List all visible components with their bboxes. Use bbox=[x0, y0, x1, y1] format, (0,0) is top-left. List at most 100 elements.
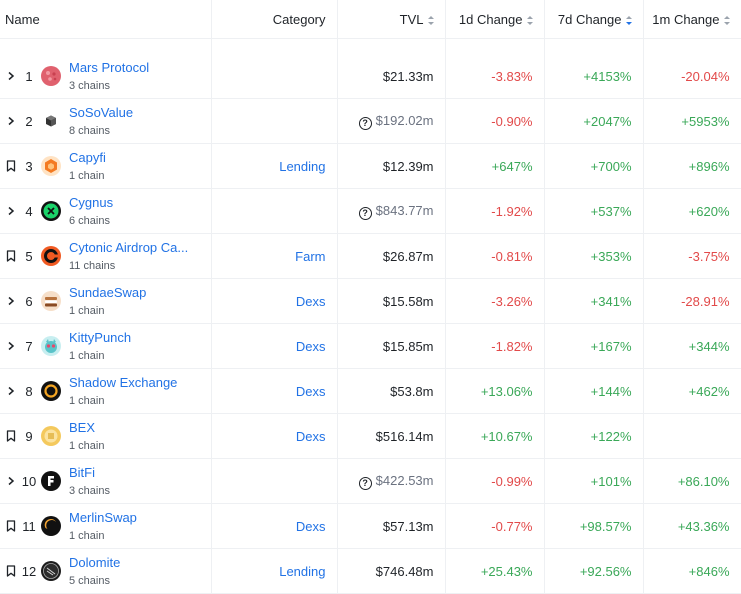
chains-count[interactable]: 6 chains bbox=[69, 214, 110, 227]
expand-chevron-icon[interactable] bbox=[5, 384, 17, 398]
chains-count[interactable]: 8 chains bbox=[69, 124, 110, 137]
question-icon[interactable]: ? bbox=[358, 206, 372, 220]
chains-count[interactable]: 1 chain bbox=[69, 169, 105, 182]
category-link[interactable]: Lending bbox=[279, 563, 326, 579]
change-1d-value: +10.67% bbox=[480, 428, 533, 444]
chains-count[interactable]: 11 chains bbox=[69, 259, 116, 272]
category-link[interactable]: Farm bbox=[295, 248, 326, 264]
bookmark-icon[interactable] bbox=[5, 159, 17, 173]
protocol-name-link[interactable]: MerlinSwap bbox=[69, 509, 137, 525]
name-cell: 4 Cygnus 6 chains bbox=[0, 188, 212, 234]
change-1m-cell: +344% bbox=[643, 323, 741, 369]
category-link[interactable]: Dexs bbox=[295, 293, 326, 309]
protocol-name-link[interactable]: SoSoValue bbox=[69, 104, 134, 120]
table-row[interactable]: 8 Shadow Exchange 1 chain Dexs $53.8m +13.06%… bbox=[0, 368, 741, 414]
protocol-name-link[interactable]: KittyPunch bbox=[69, 329, 132, 345]
category-cell: Lending bbox=[211, 143, 338, 189]
table-row[interactable]: 12 Dolomite 5 chains Lending $746.48m +25.43%… bbox=[0, 548, 741, 594]
category-cell bbox=[211, 54, 338, 99]
protocol-name-link[interactable]: Cytonic Airdrop Ca... bbox=[69, 239, 189, 255]
tvl-cell: $15.85m bbox=[337, 323, 446, 369]
tvl-cell: $12.39m bbox=[337, 143, 446, 189]
expand-chevron-icon[interactable] bbox=[5, 339, 17, 353]
chains-count[interactable]: 1 chain bbox=[69, 394, 105, 407]
change-1d-value: +25.43% bbox=[480, 563, 533, 579]
expand-chevron-icon[interactable] bbox=[5, 69, 17, 83]
sort-icon[interactable] bbox=[526, 15, 533, 25]
protocol-name-link[interactable]: Capyfi bbox=[69, 149, 106, 165]
change-1d-cell: +10.67% bbox=[445, 413, 545, 459]
column-header-1d-change[interactable]: 1d Change bbox=[445, 0, 545, 39]
protocol-name-link[interactable]: Dolomite bbox=[69, 554, 121, 570]
change-1d-cell: -3.26% bbox=[445, 278, 545, 324]
column-header-1m-change[interactable]: 1m Change bbox=[643, 0, 741, 39]
sort-descending-icon[interactable] bbox=[625, 15, 632, 25]
change-1m-value: +86.10% bbox=[677, 473, 730, 489]
expand-chevron-icon[interactable] bbox=[5, 474, 17, 488]
tvl-value: $422.53m bbox=[375, 472, 434, 488]
chains-count[interactable]: 3 chains bbox=[69, 79, 110, 92]
question-icon[interactable]: ? bbox=[358, 476, 372, 490]
change-1m-value: -28.91% bbox=[681, 293, 730, 309]
column-header-category[interactable]: Category bbox=[211, 0, 338, 39]
category-link[interactable]: Dexs bbox=[295, 338, 326, 354]
change-1m-value: +344% bbox=[688, 338, 730, 354]
chains-count[interactable]: 5 chains bbox=[69, 574, 110, 587]
bookmark-icon[interactable] bbox=[5, 249, 17, 263]
table-row[interactable]: 10 BitFi 3 chains? $422.53m -0.99% +101% +86.1… bbox=[0, 458, 741, 504]
protocol-name-link[interactable]: Cygnus bbox=[69, 194, 114, 210]
table-row[interactable]: 9 BEX 1 chain Dexs $516.14m +10.67% +122% bbox=[0, 413, 741, 459]
sort-icon[interactable] bbox=[427, 15, 434, 25]
table-row[interactable]: 11 MerlinSwap 1 chain Dexs $57.13m -0.77% +98.… bbox=[0, 503, 741, 549]
expand-chevron-icon[interactable] bbox=[5, 114, 17, 128]
change-7d-value: +353% bbox=[590, 248, 632, 264]
tvl-cell: $53.8m bbox=[337, 368, 446, 414]
chains-count[interactable]: 1 chain bbox=[69, 439, 105, 452]
protocol-name-link[interactable]: BEX bbox=[69, 419, 96, 435]
table-row[interactable]: 4 Cygnus 6 chains? $843.77m -1.92% +537% +620% bbox=[0, 188, 741, 234]
category-cell bbox=[211, 98, 338, 144]
tvl-cell: $746.48m bbox=[337, 548, 446, 594]
change-7d-cell: +700% bbox=[544, 143, 644, 189]
table-row[interactable]: 7 KittyPunch 1 chain Dexs $15.85m -1.82% +167%… bbox=[0, 323, 741, 369]
table-row[interactable]: 3 Capyfi 1 chain Lending $12.39m +647% +700% +8… bbox=[0, 143, 741, 189]
rank-number: 7 bbox=[25, 338, 33, 354]
category-link[interactable]: Dexs bbox=[295, 518, 326, 534]
table-row[interactable]: 6 SundaeSwap 1 chain Dexs $15.58m -3.26% +341%… bbox=[0, 278, 741, 324]
column-header-7d-label: 7d Change bbox=[557, 11, 622, 27]
column-header-tvl[interactable]: TVL bbox=[337, 0, 446, 39]
category-cell bbox=[211, 188, 338, 234]
column-header-name[interactable]: Name bbox=[0, 0, 212, 39]
question-icon[interactable]: ? bbox=[358, 116, 372, 130]
bookmark-icon[interactable] bbox=[5, 429, 17, 443]
category-cell: Dexs bbox=[211, 413, 338, 459]
category-cell: Dexs bbox=[211, 503, 338, 549]
bookmark-icon[interactable] bbox=[5, 564, 17, 578]
table-row[interactable]: 2 SoSoValue 8 chains? $192.02m -0.90% +2047% +… bbox=[0, 98, 741, 144]
chains-count[interactable]: 1 chain bbox=[69, 304, 105, 317]
category-link[interactable]: Dexs bbox=[295, 428, 326, 444]
chains-count[interactable]: 1 chain bbox=[69, 529, 105, 542]
change-1m-cell: +5953% bbox=[643, 98, 741, 144]
chains-count[interactable]: 3 chains bbox=[69, 484, 110, 497]
name-cell: 11 MerlinSwap 1 chain bbox=[0, 503, 212, 549]
category-link[interactable]: Dexs bbox=[295, 383, 326, 399]
change-7d-cell: +144% bbox=[544, 368, 644, 414]
protocol-name-link[interactable]: BitFi bbox=[69, 464, 95, 480]
protocol-name-link[interactable]: SundaeSwap bbox=[69, 284, 147, 300]
rank-number: 5 bbox=[25, 248, 33, 264]
protocol-name-link[interactable]: Shadow Exchange bbox=[69, 374, 178, 390]
table-row[interactable]: 1 Mars Protocol 3 chains $21.33m -3.83% +4153… bbox=[0, 54, 741, 99]
protocol-name-link[interactable]: Mars Protocol bbox=[69, 59, 150, 75]
category-link[interactable]: Lending bbox=[279, 158, 326, 174]
column-header-category-label: Category bbox=[272, 11, 326, 27]
expand-chevron-icon[interactable] bbox=[5, 294, 17, 308]
column-header-7d-change[interactable]: 7d Change bbox=[544, 0, 644, 39]
chains-count[interactable]: 1 chain bbox=[69, 349, 105, 362]
change-1d-value: -0.81% bbox=[491, 248, 533, 264]
table-row[interactable]: 5 Cytonic Airdrop Ca... 11 chains Farm $26.8… bbox=[0, 233, 741, 279]
name-cell: 1 Mars Protocol 3 chains bbox=[0, 54, 212, 99]
sort-icon[interactable] bbox=[723, 15, 730, 25]
expand-chevron-icon[interactable] bbox=[5, 204, 17, 218]
bookmark-icon[interactable] bbox=[5, 519, 17, 533]
